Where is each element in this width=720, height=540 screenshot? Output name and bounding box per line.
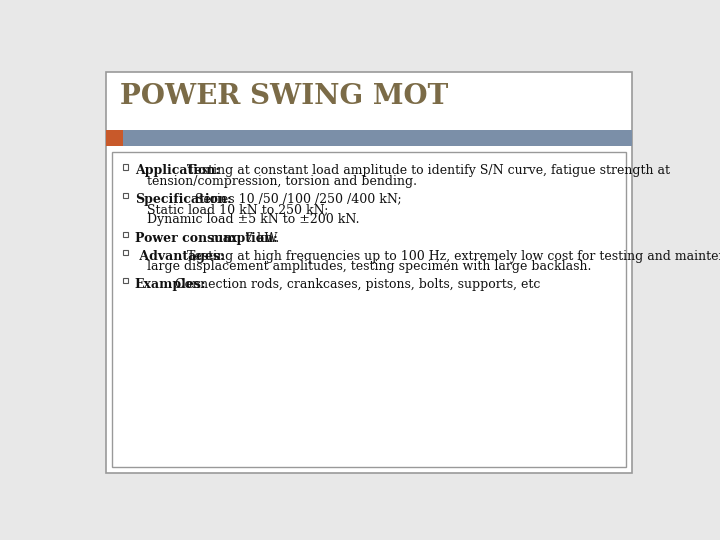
Text: Power consumption:: Power consumption:	[135, 232, 278, 245]
Bar	[122, 164, 128, 170]
Text: max. 7 kW.: max. 7 kW.	[207, 232, 279, 245]
Text: large displacement amplitudes, testing specimen with large backlash.: large displacement amplitudes, testing s…	[148, 260, 592, 273]
Bar	[106, 130, 632, 146]
Text: POWER SWING MOT: POWER SWING MOT	[120, 83, 448, 110]
Text: Testing at constant load amplitude to identify S/N curve, fatigue strength at: Testing at constant load amplitude to id…	[183, 164, 670, 177]
Text: Connection rods, crankcases, pistons, bolts, supports, etc: Connection rods, crankcases, pistons, bo…	[171, 278, 540, 291]
Text: Advantages:: Advantages:	[135, 249, 225, 262]
Text: Series 10 /50 /100 /250 /400 kN;: Series 10 /50 /100 /250 /400 kN;	[191, 193, 402, 206]
Bar	[122, 278, 128, 284]
Text: Static load 10 kN to 250 kN;: Static load 10 kN to 250 kN;	[148, 203, 328, 216]
Text: Examples:: Examples:	[135, 278, 207, 291]
Text: Specification:: Specification:	[135, 193, 232, 206]
Text: Dynamic load ±5 kN to ±200 kN.: Dynamic load ±5 kN to ±200 kN.	[148, 213, 360, 226]
Bar	[122, 193, 128, 198]
Bar	[106, 130, 122, 146]
Bar	[122, 249, 128, 255]
Text: tension/compression, torsion and bending.: tension/compression, torsion and bending…	[148, 174, 418, 187]
Text: Testing at high frequencies up to 100 Hz, extremely low cost for testing and mai: Testing at high frequencies up to 100 Hz…	[183, 249, 720, 262]
Bar	[112, 152, 626, 467]
Bar	[122, 232, 128, 237]
Text: Application:: Application:	[135, 164, 220, 177]
